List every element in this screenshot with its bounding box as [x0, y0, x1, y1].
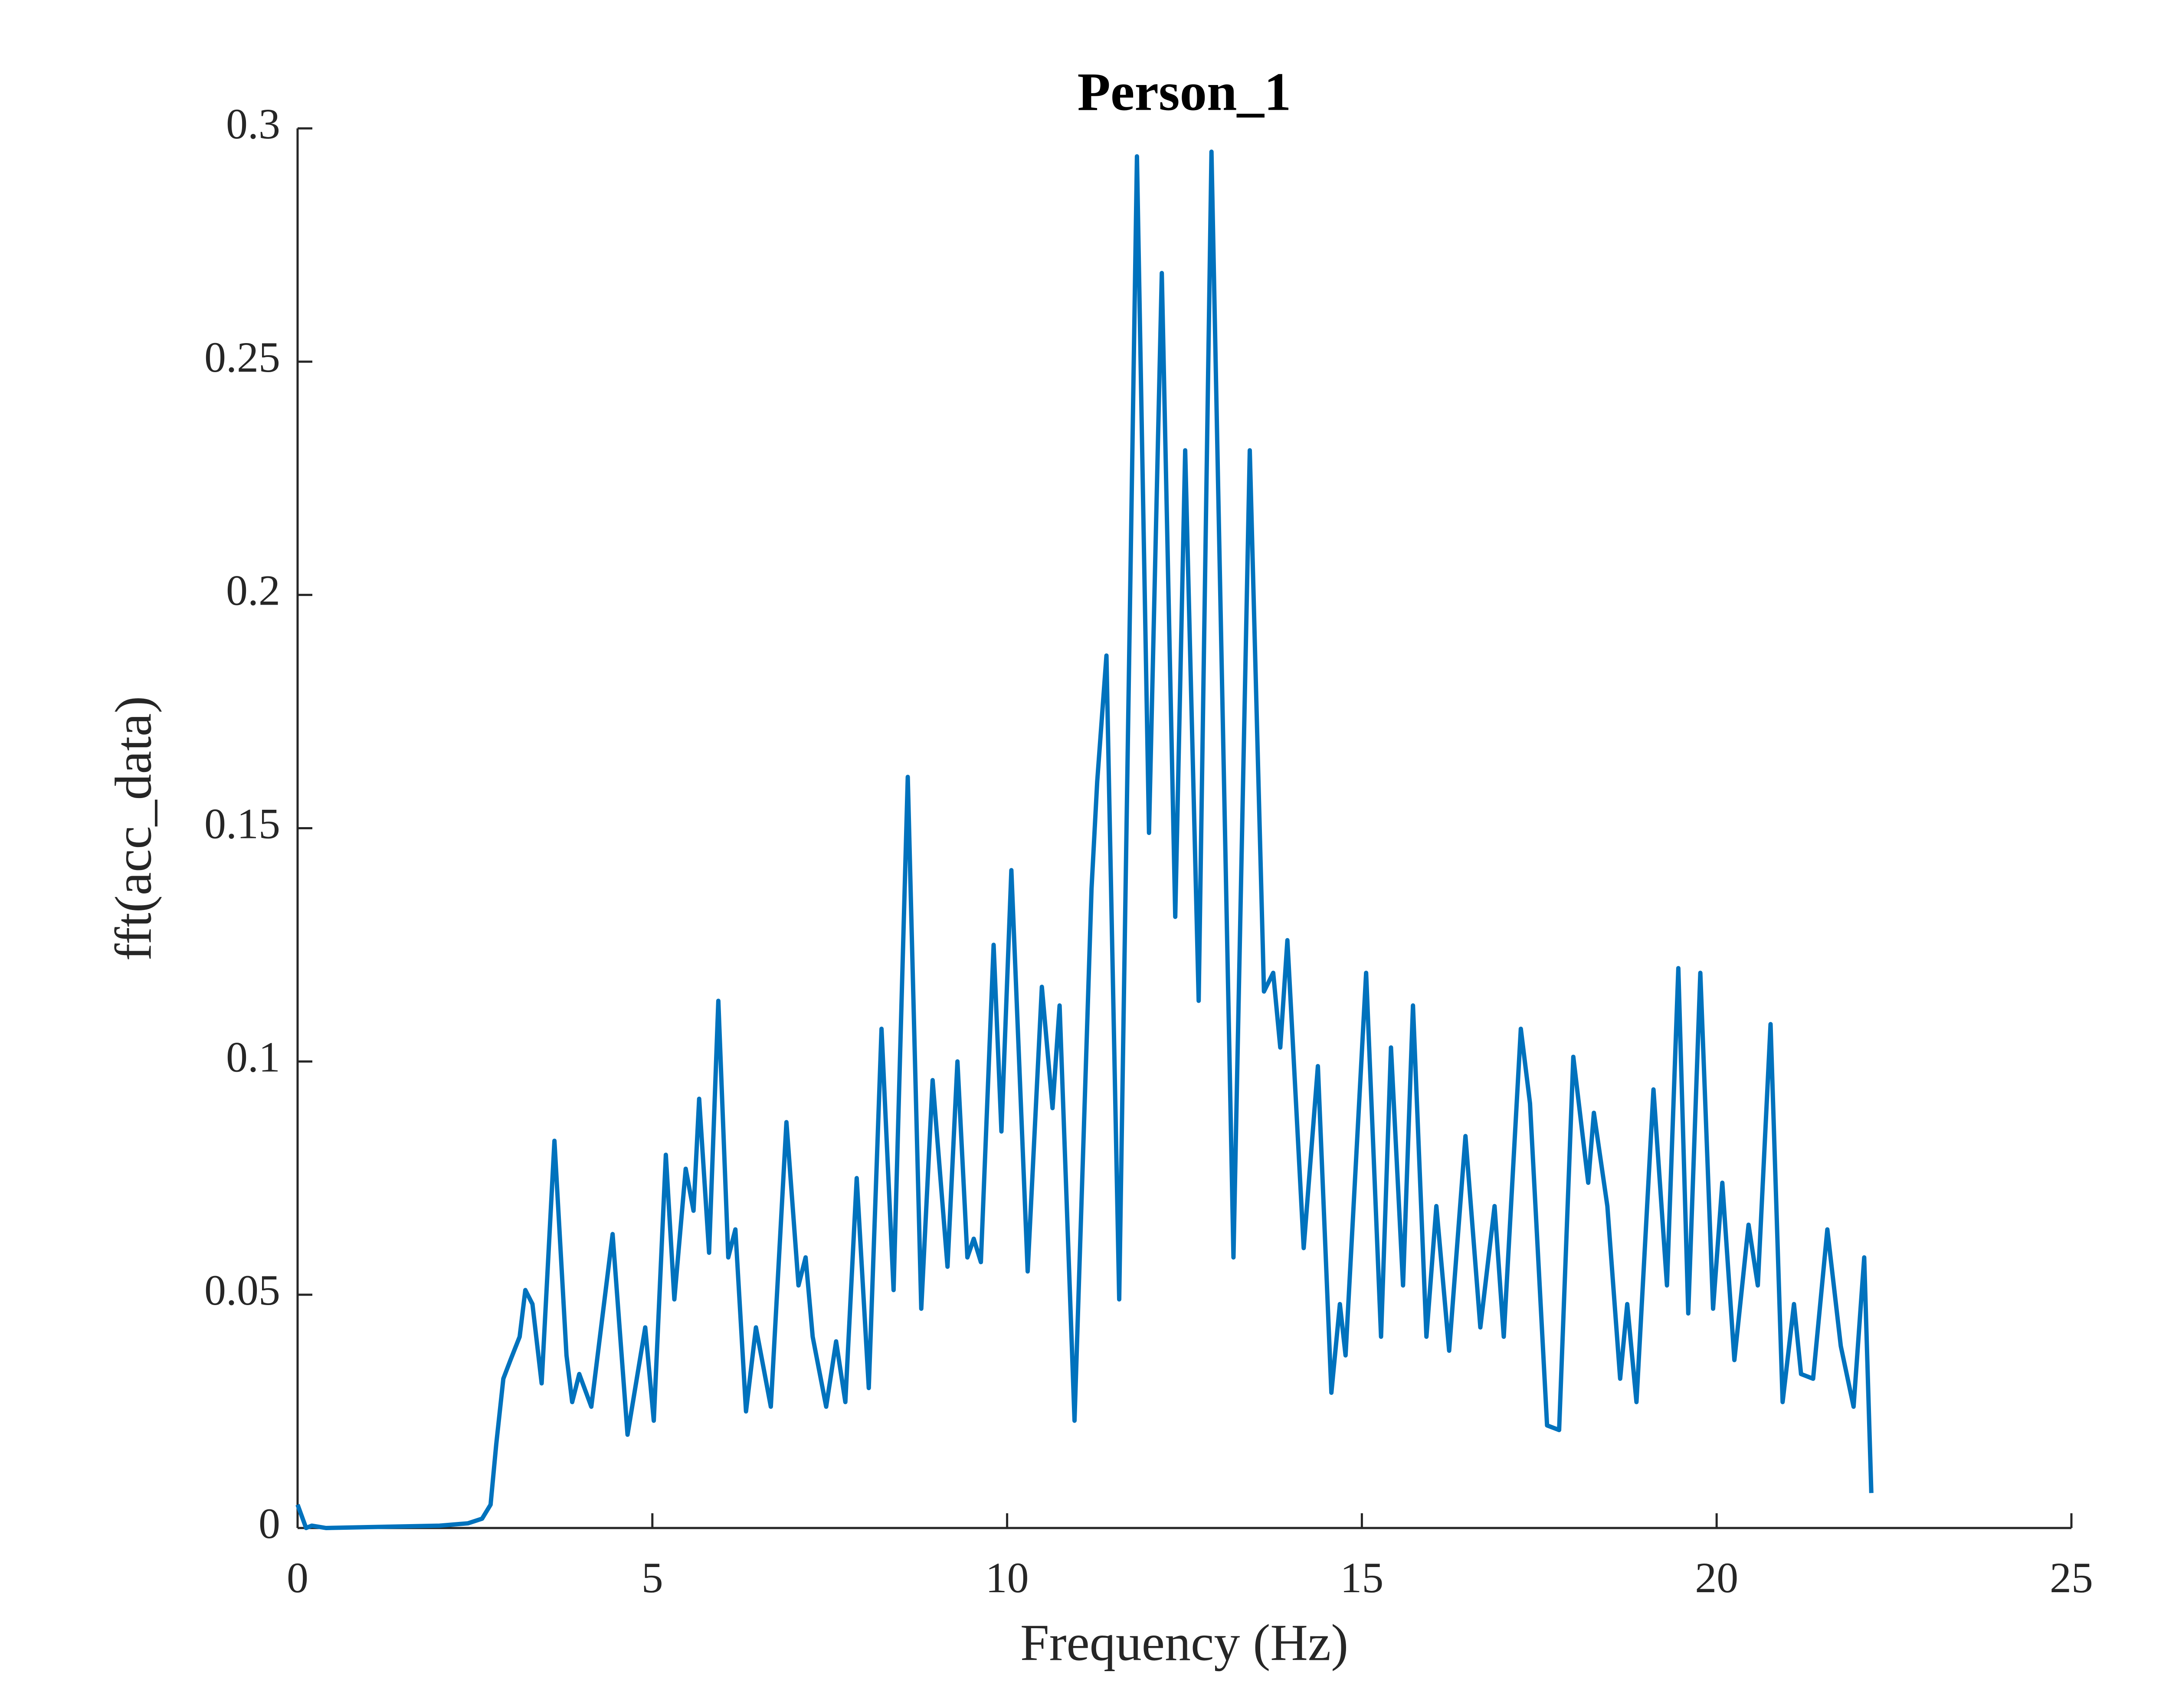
x-tick-label: 15 — [1340, 1554, 1383, 1602]
chart-title: Person_1 — [1078, 62, 1291, 122]
x-tick-label: 10 — [986, 1554, 1029, 1602]
y-tick-label: 0 — [259, 1499, 280, 1548]
x-tick-label: 25 — [2050, 1554, 2093, 1602]
x-tick-label: 5 — [642, 1554, 663, 1602]
y-tick-label: 0.25 — [204, 333, 280, 381]
y-tick-label: 0.15 — [204, 799, 280, 847]
x-tick-label: 20 — [1695, 1554, 1738, 1602]
y-tick-label: 0.1 — [226, 1033, 280, 1081]
y-tick-label: 0.05 — [204, 1266, 280, 1314]
y-tick-label: 0.2 — [226, 566, 280, 615]
data-line — [295, 149, 1874, 1530]
y-axis-label: fft(acc_data) — [105, 696, 162, 961]
x-tick-label: 0 — [287, 1554, 308, 1602]
x-axis-label: Frequency (Hz) — [1020, 1614, 1348, 1672]
y-tick-label: 0.3 — [226, 100, 280, 148]
